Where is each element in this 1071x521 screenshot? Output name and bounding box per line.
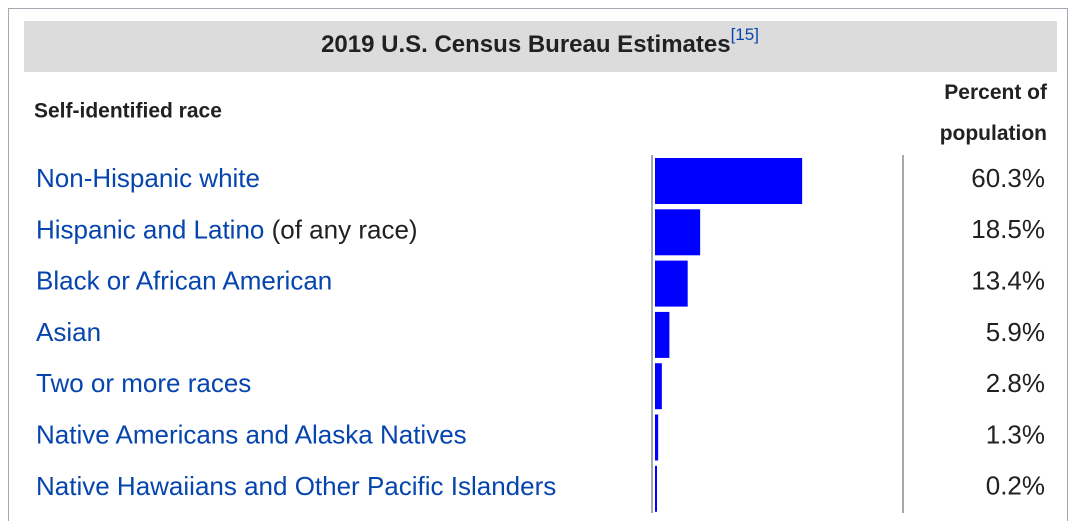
- value-header: Percent of population: [940, 81, 1048, 145]
- value-header-line: population: [940, 122, 1047, 145]
- value-label: 1.3%: [986, 419, 1045, 449]
- title-text: 2019 U.S. Census Bureau Estimates: [321, 31, 731, 58]
- category-link[interactable]: Native Hawaiians and Other Pacific Islan…: [36, 471, 556, 501]
- value-label: 2.8%: [986, 368, 1045, 398]
- category-label: Two or more races: [36, 368, 251, 398]
- category-label: Native Hawaiians and Other Pacific Islan…: [36, 471, 556, 501]
- bar: [655, 363, 662, 410]
- category-label: Asian: [36, 317, 101, 347]
- value-label: 5.9%: [986, 317, 1045, 347]
- category-label: Black or African American: [36, 265, 332, 295]
- title-band: [24, 21, 1057, 72]
- category-label: Non-Hispanic white: [36, 163, 260, 193]
- category-link[interactable]: Non-Hispanic white: [36, 163, 260, 193]
- title-reference[interactable]: [15]: [731, 25, 759, 44]
- value-label: 13.4%: [971, 265, 1045, 295]
- bar: [655, 465, 657, 512]
- bar: [655, 260, 688, 307]
- value-label: 60.3%: [971, 163, 1045, 193]
- value-label: 18.5%: [971, 214, 1045, 244]
- value-header-line: Percent of: [944, 81, 1048, 104]
- category-link[interactable]: Hispanic and Latino: [36, 214, 264, 244]
- category-link[interactable]: Native Americans and Alaska Natives: [36, 419, 467, 449]
- chart-title: 2019 U.S. Census Bureau Estimates[15]: [321, 25, 759, 58]
- bar: [655, 311, 670, 358]
- category-link[interactable]: Black or African American: [36, 265, 332, 295]
- category-label: Native Americans and Alaska Natives: [36, 419, 467, 449]
- value-label: 0.2%: [986, 471, 1045, 501]
- bar: [655, 414, 659, 461]
- bar: [655, 158, 803, 204]
- category-note: (of any race): [264, 214, 417, 244]
- category-label: Hispanic and Latino (of any race): [36, 214, 418, 244]
- category-header: Self-identified race: [34, 100, 222, 123]
- category-link[interactable]: Asian: [36, 317, 101, 347]
- bar: [655, 209, 701, 256]
- category-link[interactable]: Two or more races: [36, 368, 251, 398]
- table-border: [8, 8, 1068, 521]
